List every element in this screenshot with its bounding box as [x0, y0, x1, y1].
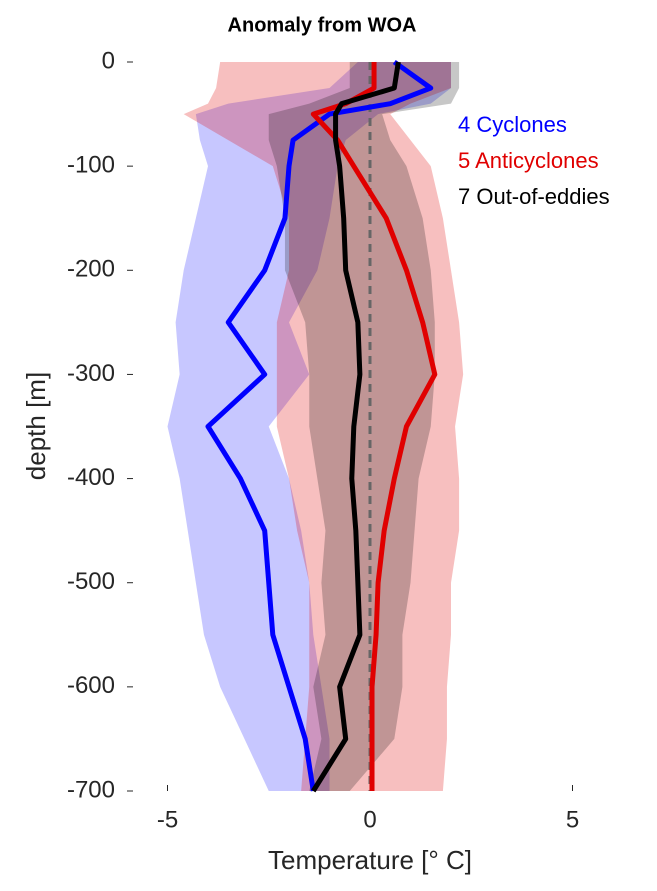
y-axis-label: depth [m] [21, 372, 51, 480]
legend-entry: 4 Cyclones [458, 112, 567, 137]
legend-entry: 5 Anticyclones [458, 148, 599, 173]
y-tick-label: -300 [67, 360, 115, 387]
spread-band [268, 62, 460, 791]
profile-line [205, 59, 434, 792]
y-tick-label: -600 [67, 672, 115, 699]
legend-entry: 7 Out-of-eddies [458, 184, 610, 209]
profile-line [311, 61, 401, 793]
y-tick-label: -700 [67, 776, 115, 803]
y-tick-label: 0 [102, 47, 115, 74]
x-tick-label: 5 [566, 806, 579, 833]
y-tick-label: -400 [67, 464, 115, 491]
chart-title: Anomaly from WOA [228, 14, 417, 36]
y-tick-label: -500 [67, 568, 115, 595]
spread-band [183, 62, 464, 791]
y-tick-label: -200 [67, 256, 115, 283]
y-tick-label: -100 [67, 151, 115, 178]
profile-line [310, 62, 438, 791]
x-tick-label: 0 [363, 806, 376, 833]
x-tick-label: -5 [157, 806, 178, 833]
x-axis-label: Temperature [° C] [268, 845, 472, 875]
spread-band [167, 62, 451, 791]
